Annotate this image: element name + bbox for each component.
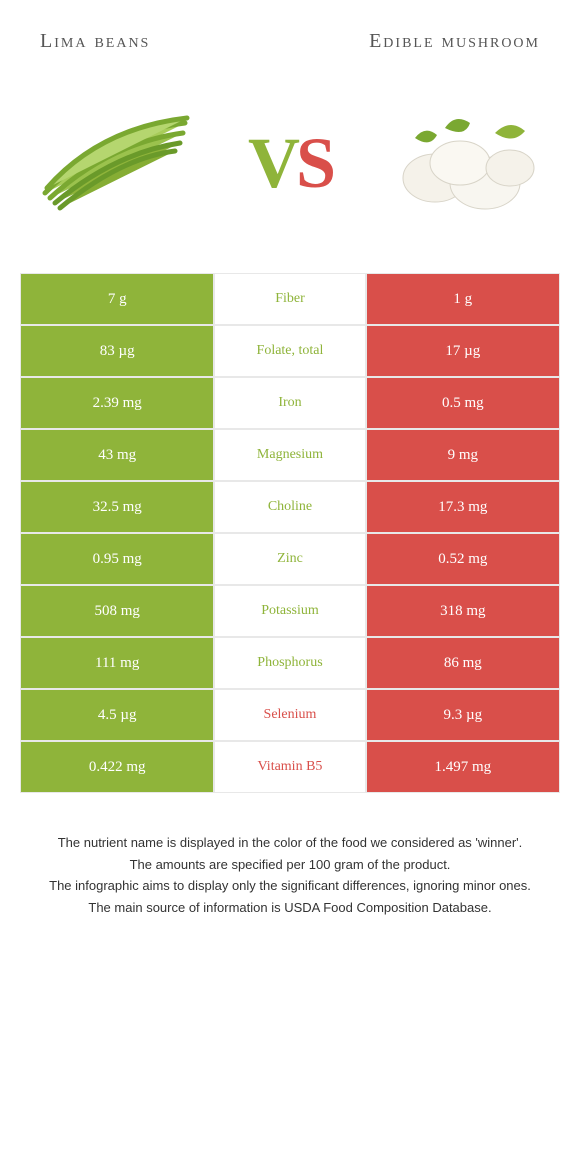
left-value: 7 g bbox=[20, 273, 214, 325]
right-value: 9 mg bbox=[366, 429, 560, 481]
table-row: 32.5 mgCholine17.3 mg bbox=[20, 481, 560, 533]
footer-line-3: The infographic aims to display only the… bbox=[40, 876, 540, 896]
left-value: 0.95 mg bbox=[20, 533, 214, 585]
nutrient-label: Folate, total bbox=[214, 325, 365, 377]
table-row: 7 gFiber1 g bbox=[20, 273, 560, 325]
right-food-title: Edible mushroom bbox=[340, 30, 540, 53]
right-value: 17 µg bbox=[366, 325, 560, 377]
vs-label: VS bbox=[248, 122, 332, 205]
right-value: 0.5 mg bbox=[366, 377, 560, 429]
footer-line-2: The amounts are specified per 100 gram o… bbox=[40, 855, 540, 875]
table-row: 4.5 µgSelenium9.3 µg bbox=[20, 689, 560, 741]
nutrient-label: Choline bbox=[214, 481, 365, 533]
right-value: 0.52 mg bbox=[366, 533, 560, 585]
nutrient-label: Vitamin B5 bbox=[214, 741, 365, 793]
mushroom-icon bbox=[385, 103, 545, 223]
vs-s: S bbox=[296, 123, 332, 203]
table-row: 111 mgPhosphorus86 mg bbox=[20, 637, 560, 689]
header: Lima beans Edible mushroom bbox=[20, 20, 560, 83]
vs-v: V bbox=[248, 123, 296, 203]
left-value: 111 mg bbox=[20, 637, 214, 689]
right-value: 17.3 mg bbox=[366, 481, 560, 533]
nutrient-label: Selenium bbox=[214, 689, 365, 741]
lima-beans-image bbox=[30, 93, 200, 233]
nutrient-label: Zinc bbox=[214, 533, 365, 585]
mushroom-image bbox=[380, 93, 550, 233]
nutrient-label: Potassium bbox=[214, 585, 365, 637]
beans-icon bbox=[35, 103, 195, 223]
nutrient-label: Magnesium bbox=[214, 429, 365, 481]
table-row: 0.422 mgVitamin B51.497 mg bbox=[20, 741, 560, 793]
footer-notes: The nutrient name is displayed in the co… bbox=[20, 793, 560, 939]
table-row: 43 mgMagnesium9 mg bbox=[20, 429, 560, 481]
right-value: 318 mg bbox=[366, 585, 560, 637]
left-value: 2.39 mg bbox=[20, 377, 214, 429]
nutrient-label: Iron bbox=[214, 377, 365, 429]
images-row: VS bbox=[20, 83, 560, 273]
right-value: 9.3 µg bbox=[366, 689, 560, 741]
right-value: 86 mg bbox=[366, 637, 560, 689]
table-row: 2.39 mgIron0.5 mg bbox=[20, 377, 560, 429]
left-value: 508 mg bbox=[20, 585, 214, 637]
nutrient-table: 7 gFiber1 g83 µgFolate, total17 µg2.39 m… bbox=[20, 273, 560, 793]
left-value: 83 µg bbox=[20, 325, 214, 377]
footer-line-4: The main source of information is USDA F… bbox=[40, 898, 540, 918]
right-value: 1.497 mg bbox=[366, 741, 560, 793]
left-food-title: Lima beans bbox=[40, 30, 240, 53]
left-value: 4.5 µg bbox=[20, 689, 214, 741]
footer-line-1: The nutrient name is displayed in the co… bbox=[40, 833, 540, 853]
nutrient-label: Fiber bbox=[214, 273, 365, 325]
right-value: 1 g bbox=[366, 273, 560, 325]
left-value: 43 mg bbox=[20, 429, 214, 481]
table-row: 83 µgFolate, total17 µg bbox=[20, 325, 560, 377]
table-row: 508 mgPotassium318 mg bbox=[20, 585, 560, 637]
left-value: 32.5 mg bbox=[20, 481, 214, 533]
nutrient-label: Phosphorus bbox=[214, 637, 365, 689]
table-row: 0.95 mgZinc0.52 mg bbox=[20, 533, 560, 585]
left-value: 0.422 mg bbox=[20, 741, 214, 793]
